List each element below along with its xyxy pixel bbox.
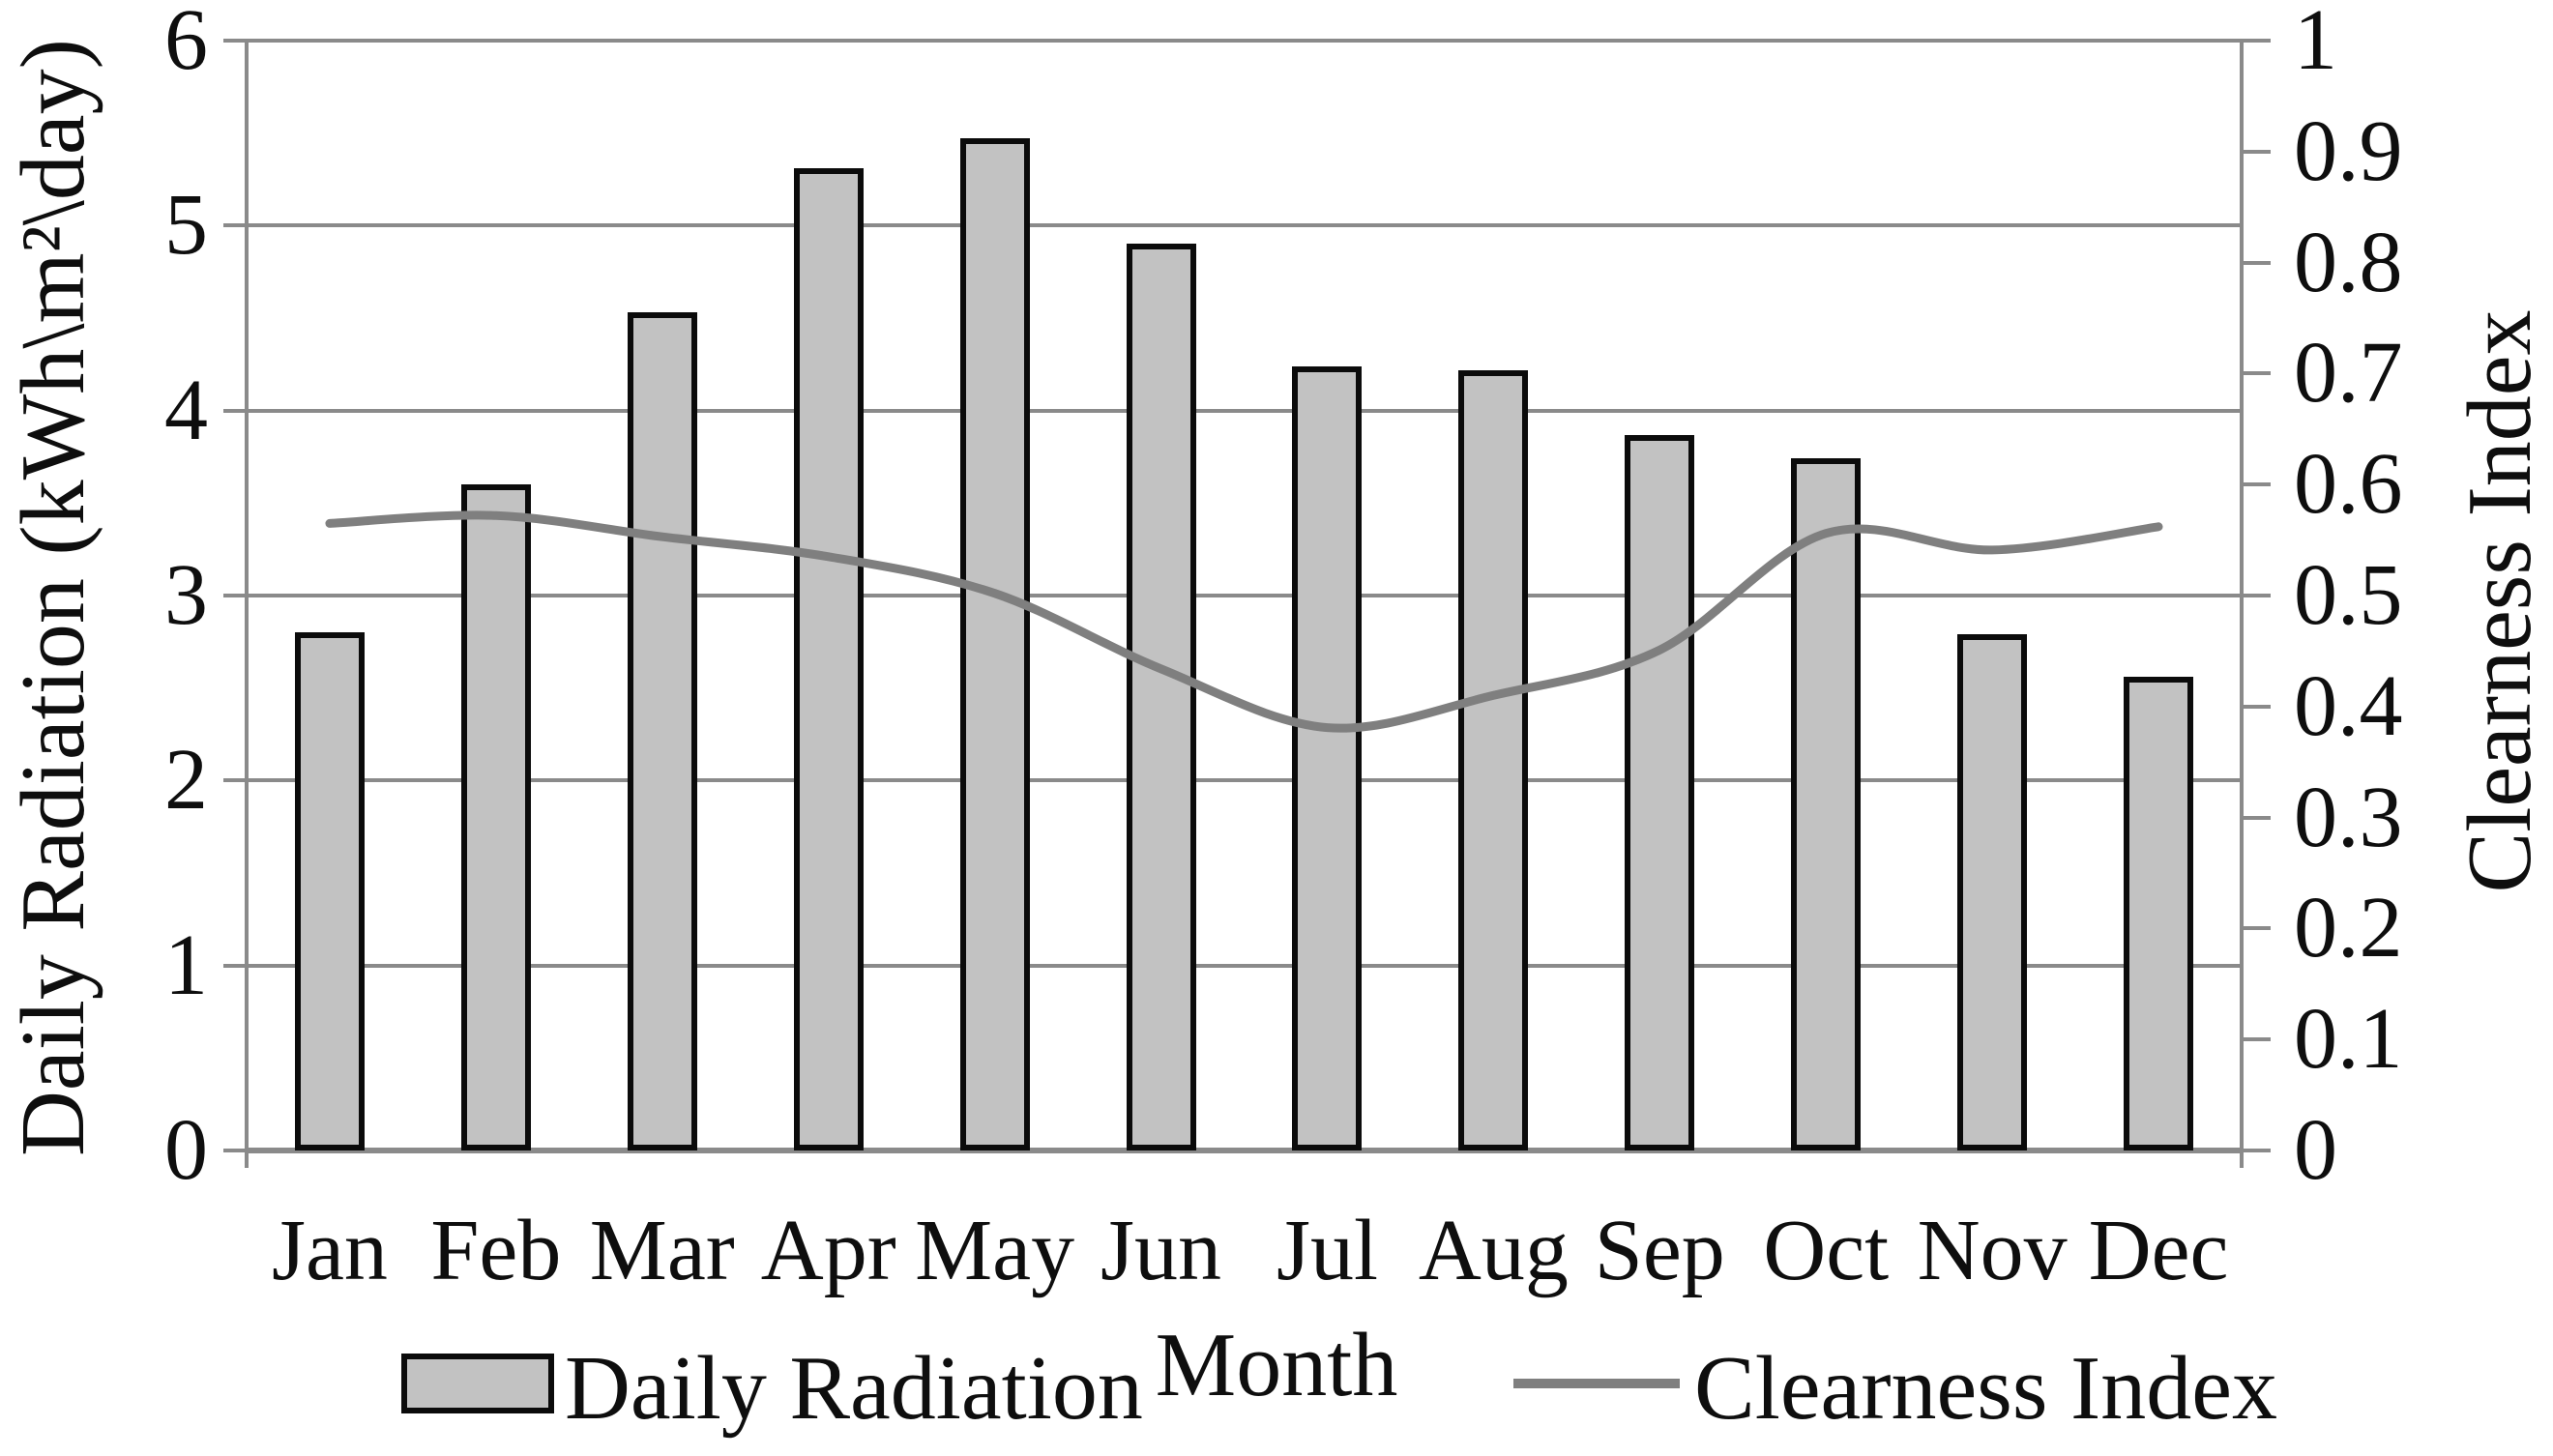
h-gridline: [247, 223, 2242, 228]
left-axis-spine: [245, 41, 249, 1168]
legend-label-clearness-index: Clearness Index: [1694, 1338, 2277, 1439]
right-axis-tick-label: 0.1: [2294, 991, 2403, 1088]
month-label-sep: Sep: [1594, 1203, 1725, 1298]
month-label-aug: Aug: [1418, 1203, 1569, 1298]
right-axis-tick: [2242, 1037, 2271, 1042]
h-gridline: [247, 39, 2242, 43]
left-axis-tick: [223, 963, 247, 968]
bar-dec: [2124, 677, 2194, 1150]
month-label-apr: Apr: [760, 1203, 896, 1298]
right-axis-tick: [2242, 260, 2271, 265]
legend-line-swatch-icon: [1513, 1379, 1680, 1388]
bar-nov: [1957, 634, 2028, 1150]
month-label-jul: Jul: [1276, 1203, 1378, 1298]
bar-feb: [460, 484, 531, 1150]
h-gridline: [247, 963, 2242, 968]
left-axis-tick: [223, 1149, 247, 1152]
x-axis-line: [247, 1148, 2242, 1153]
left-axis-tick: [223, 594, 247, 597]
bar-oct: [1791, 458, 1862, 1150]
h-gridline: [247, 594, 2242, 597]
h-gridline: [247, 408, 2242, 413]
left-axis-tick-label: 5: [164, 177, 208, 274]
bar-sep: [1625, 434, 1695, 1150]
left-axis-tick: [223, 223, 247, 228]
month-label-may: May: [915, 1203, 1075, 1298]
right-axis-tick-label: 0.4: [2294, 657, 2403, 754]
right-axis-tick: [2242, 149, 2271, 154]
right-axis-tick-label: 0.6: [2294, 436, 2403, 533]
right-axis-tick-label: 0.9: [2294, 102, 2403, 199]
left-axis-tick: [223, 39, 247, 43]
left-axis-tick-label: 2: [164, 732, 208, 829]
bar-may: [959, 138, 1030, 1150]
right-axis-tick-label: 1: [2294, 0, 2337, 88]
legend-label-daily-radiation: Daily Radiation: [565, 1338, 1143, 1439]
left-axis-tick-label: 4: [164, 362, 208, 458]
left-axis-tick-label: 6: [164, 0, 208, 88]
right-axis-tick-label: 0.7: [2294, 325, 2403, 422]
month-label-dec: Dec: [2088, 1203, 2229, 1298]
right-axis-tick: [2242, 926, 2271, 931]
x-axis-title: Month: [1155, 1315, 1398, 1415]
left-axis-tick-label: 1: [164, 917, 208, 1013]
clearness-index-line-path: [325, 510, 2163, 733]
left-axis-tick-label: 0: [164, 1102, 208, 1198]
left-axis-tick: [223, 778, 247, 783]
month-label-nov: Nov: [1917, 1203, 2068, 1298]
right-axis-spine: [2240, 41, 2244, 1168]
right-axis-title: Clearness Index: [2450, 309, 2550, 893]
bar-aug: [1458, 369, 1529, 1150]
left-axis-tick: [223, 408, 247, 413]
right-axis-tick: [2242, 482, 2271, 487]
right-axis-tick: [2242, 704, 2271, 709]
right-axis-tick-label: 0.8: [2294, 214, 2403, 310]
h-gridline: [247, 778, 2242, 783]
right-axis-tick-label: 0: [2294, 1102, 2337, 1198]
month-label-mar: Mar: [589, 1203, 735, 1298]
month-label-jan: Jan: [271, 1203, 388, 1298]
bar-apr: [793, 168, 864, 1150]
left-axis-tick-label: 3: [164, 547, 208, 643]
right-axis-tick: [2242, 815, 2271, 820]
bar-mar: [627, 312, 697, 1150]
right-axis-tick: [2242, 371, 2271, 376]
legend-bar-swatch-icon: [401, 1354, 554, 1413]
right-axis-tick-label: 0.3: [2294, 769, 2403, 865]
bar-jul: [1292, 365, 1363, 1150]
right-axis-tick: [2242, 594, 2271, 597]
month-label-feb: Feb: [430, 1203, 562, 1298]
right-axis-tick: [2242, 1149, 2271, 1152]
bar-jan: [294, 632, 365, 1150]
right-axis-tick: [2242, 39, 2271, 43]
bar-jun: [1126, 244, 1196, 1150]
month-label-jun: Jun: [1100, 1203, 1222, 1298]
month-label-oct: Oct: [1763, 1203, 1890, 1298]
right-axis-tick-label: 0.5: [2294, 547, 2403, 643]
right-axis-tick-label: 0.2: [2294, 880, 2403, 976]
